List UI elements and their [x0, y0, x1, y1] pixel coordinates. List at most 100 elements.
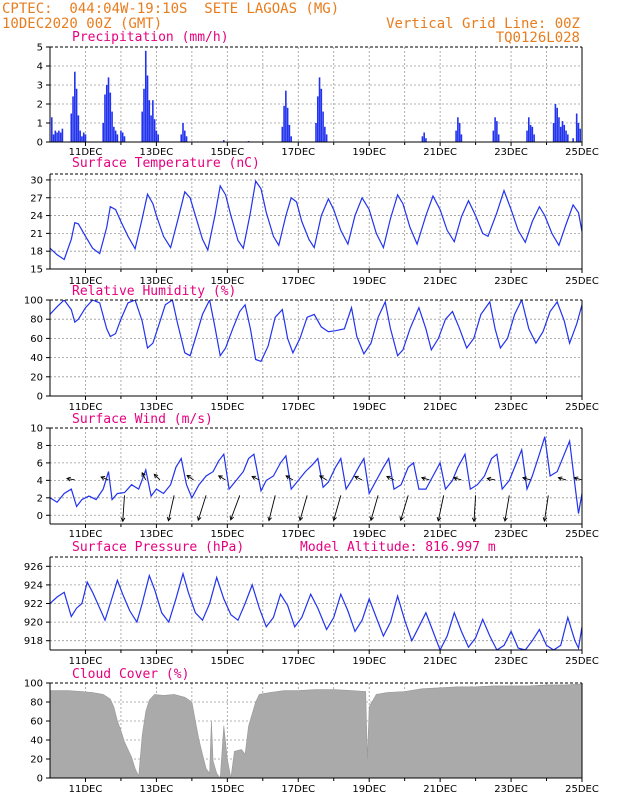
- x-tick-label: 25DEC: [565, 529, 599, 540]
- precip-bar: [58, 130, 60, 142]
- wind-arrow-head: [229, 515, 235, 521]
- precip-bar: [148, 100, 151, 142]
- x-tick-label: 15DEC: [210, 147, 244, 158]
- y-tick-label: 80: [30, 315, 43, 326]
- y-tick-label: 1: [37, 119, 43, 130]
- wind-arrow: [453, 477, 462, 481]
- precip-bar: [561, 121, 564, 142]
- precip-bar: [315, 123, 317, 142]
- wind-arrow: [522, 477, 531, 481]
- y-tick-label: 30: [30, 175, 43, 186]
- precip-bar: [111, 111, 113, 142]
- precip-bar: [107, 77, 110, 142]
- wind-arrow: [558, 477, 567, 481]
- x-tick-label: 13DEC: [140, 529, 174, 540]
- panel-5: 918 920 922 924 926 11DEC 13DEC 15DEC 17DEC 19DEC…: [24, 540, 599, 667]
- y-tick-label: 924: [24, 580, 43, 591]
- x-tick-label: 23DEC: [494, 784, 528, 795]
- y-tick-label: 100: [24, 296, 43, 307]
- panel-title: Relative Humidity (%): [72, 284, 236, 299]
- precip-bar: [150, 115, 152, 142]
- precip-bar: [54, 130, 57, 142]
- precip-bar: [572, 138, 574, 142]
- precip-bar: [105, 85, 108, 142]
- precip-bar: [324, 126, 326, 142]
- x-tick-label: 23DEC: [494, 529, 528, 540]
- precip-bar: [567, 134, 569, 142]
- x-tick-label: 23DEC: [494, 276, 528, 287]
- precip-bar: [579, 128, 582, 142]
- panel-title: Cloud Cover (%): [72, 667, 189, 682]
- precip-bar: [556, 107, 558, 142]
- x-tick-label: 19DEC: [352, 402, 386, 413]
- x-tick-label: 13DEC: [140, 276, 174, 287]
- wind-arrow: [354, 476, 363, 481]
- precip-bar: [533, 134, 535, 142]
- wind-arrow-head: [166, 516, 172, 522]
- precip-bar: [529, 124, 532, 142]
- precip-bar: [458, 123, 461, 142]
- precip-bar: [182, 123, 184, 142]
- precip-bar: [52, 134, 55, 142]
- x-tick-label: 17DEC: [281, 402, 315, 413]
- precip-bar: [497, 134, 500, 142]
- precip-bar: [109, 92, 112, 142]
- precip-bar: [423, 132, 425, 142]
- precip-bar: [84, 134, 87, 142]
- series-line: [50, 436, 582, 514]
- wind-arrow-head: [153, 473, 159, 479]
- precip-bar: [286, 107, 289, 142]
- precip-bar: [558, 117, 560, 142]
- precip-bar: [460, 134, 463, 142]
- wind-arrow-head: [332, 516, 337, 522]
- x-tick-label: 11DEC: [69, 529, 103, 540]
- panel-3: 0 20 40 60 80 100 11DEC 13DEC 15DEC 17DEC 19DEC 21D…: [24, 284, 599, 413]
- y-tick-label: 920: [24, 618, 43, 629]
- plot-area: [50, 179, 582, 261]
- wind-arrow-head: [267, 516, 272, 522]
- precip-bar: [528, 117, 530, 142]
- x-tick-label: 25DEC: [565, 784, 599, 795]
- wind-arrow-head: [369, 516, 375, 522]
- y-tick-label: 922: [24, 599, 43, 610]
- precip-bar: [455, 130, 457, 142]
- series-line: [50, 300, 582, 363]
- precip-bar: [77, 115, 80, 142]
- wind-arrow-head: [386, 475, 391, 480]
- wind-arrow: [218, 475, 226, 481]
- x-tick-label: 11DEC: [69, 276, 103, 287]
- wind-arrow-head: [486, 476, 492, 482]
- precip-bar: [457, 117, 459, 142]
- panel-2: 15 18 21 24 27 30 11DEC 13DEC 15DEC 17DEC 19DEC 21D…: [30, 156, 599, 287]
- precip-bar: [144, 50, 147, 142]
- y-tick-label: 27: [30, 193, 43, 204]
- y-tick-label: 0: [37, 511, 43, 522]
- plot-area: [50, 683, 582, 778]
- wind-arrow-head: [285, 475, 291, 480]
- x-tick-label: 19DEC: [352, 784, 386, 795]
- x-tick-label: 11DEC: [69, 147, 103, 158]
- wind-arrow: [285, 475, 294, 481]
- x-tick-label: 17DEC: [281, 784, 315, 795]
- precip-bar: [285, 90, 287, 142]
- precip-bar: [59, 132, 62, 142]
- y-tick-label: 5: [37, 43, 43, 54]
- precip-bar: [146, 75, 149, 142]
- x-tick-label: 11DEC: [69, 784, 103, 795]
- x-tick-label: 13DEC: [140, 147, 174, 158]
- panel-4: 0 2 4 6 8 10 11DEC 13DEC 15DEC 17DEC 19DEC 21DEC 23D…: [30, 412, 599, 540]
- x-tick-label: 17DEC: [281, 529, 315, 540]
- precip-bar: [102, 123, 104, 142]
- wind-arrow-head: [436, 516, 442, 522]
- y-tick-label: 918: [24, 636, 43, 647]
- precip-bar: [554, 104, 557, 142]
- wind-arrow: [122, 495, 125, 522]
- panel-6: 0 20 40 60 80 100 11DEC 13DEC 15DEC 17DEC 19DEC 21D…: [24, 667, 599, 795]
- x-tick-label: 17DEC: [281, 147, 315, 158]
- cloud-cover-area: [50, 683, 582, 778]
- wind-arrow-head: [542, 517, 548, 523]
- precip-bar: [322, 111, 324, 142]
- station-header: CPTEC: 044:04W-19:10S SETE LAGOAS (MG): [2, 1, 340, 17]
- precip-bar: [113, 126, 115, 142]
